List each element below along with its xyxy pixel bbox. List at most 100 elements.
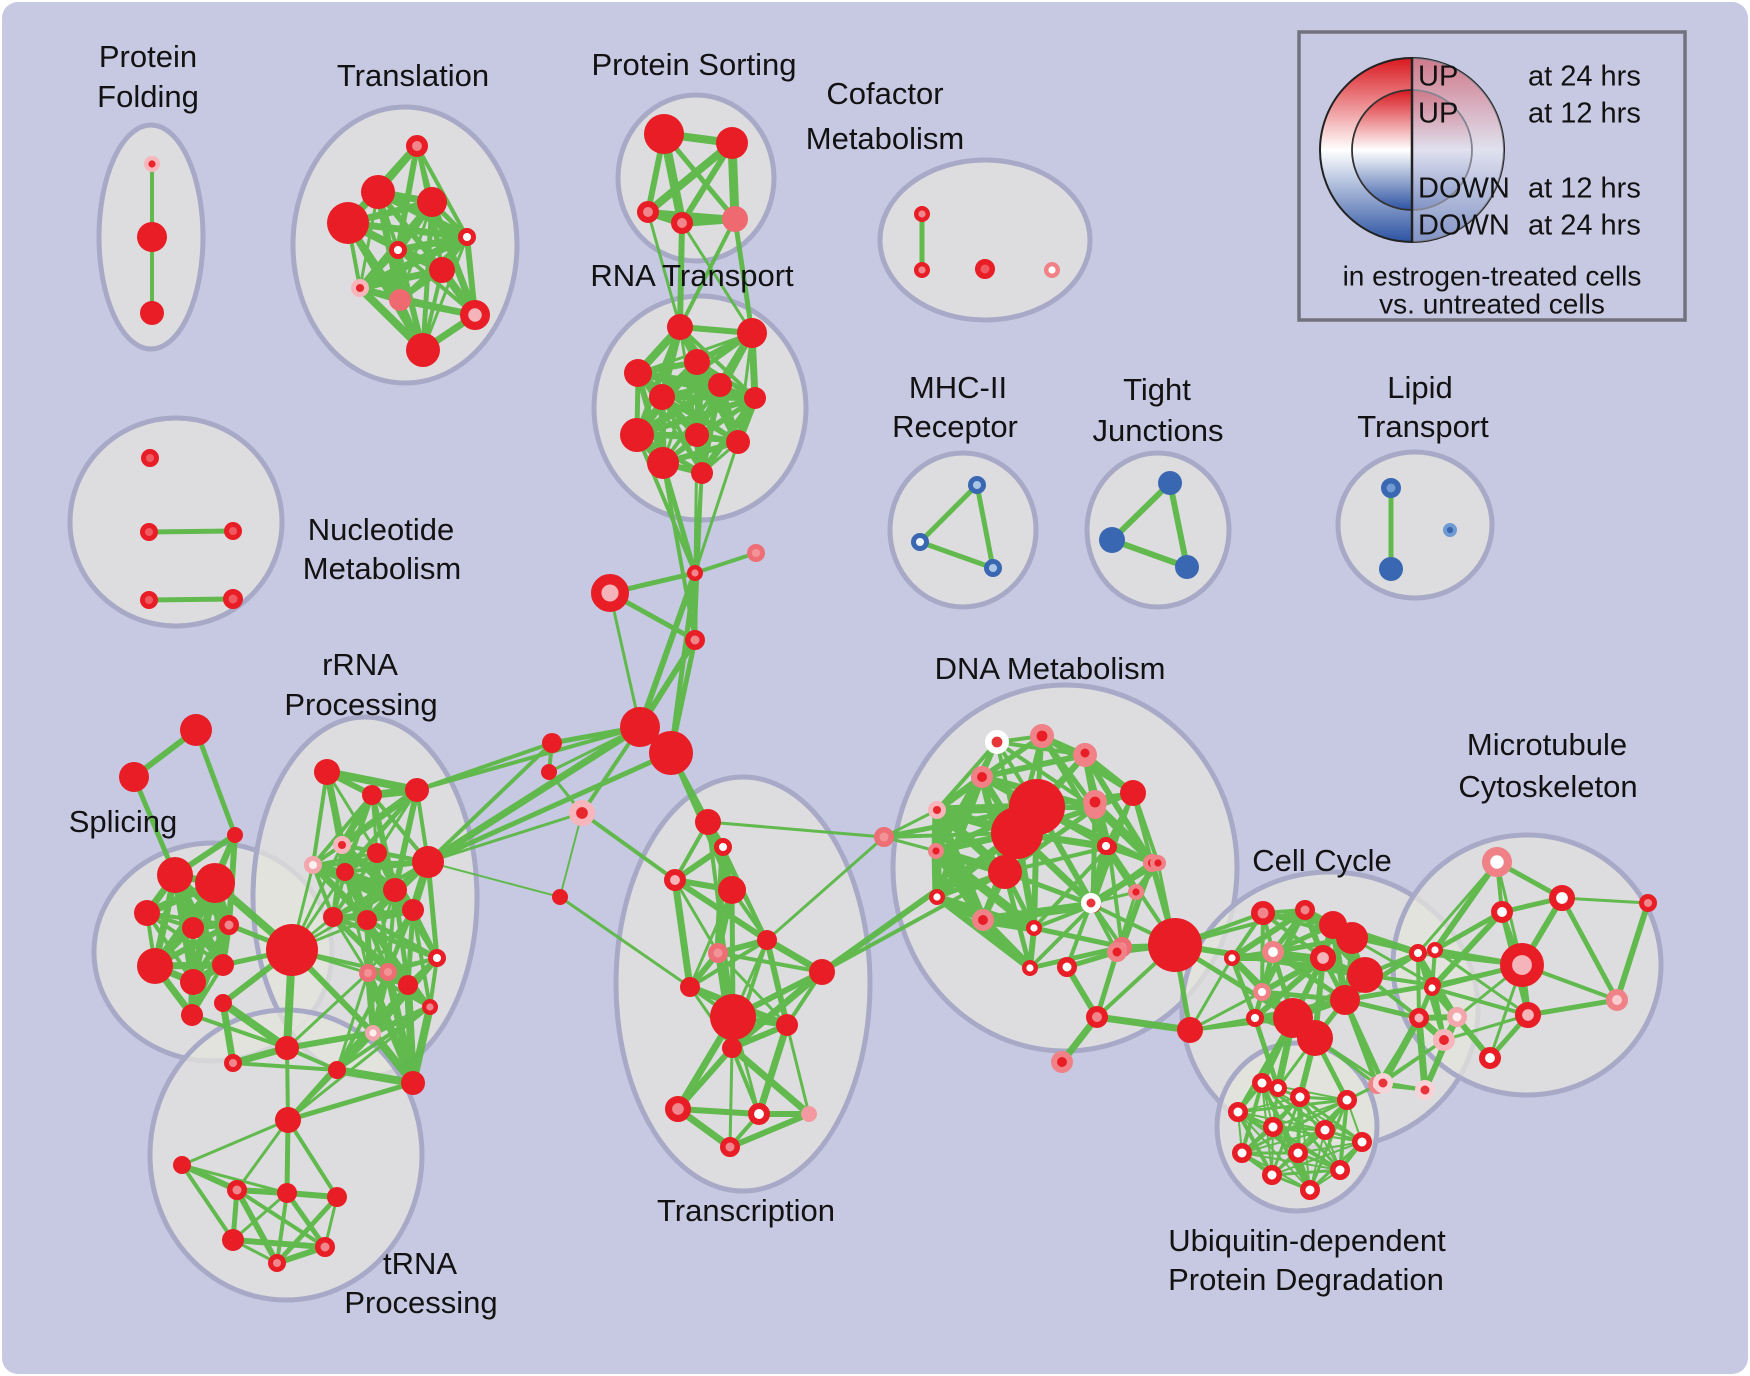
node-q9 bbox=[402, 899, 424, 921]
cluster-label-protein-folding-0: Protein bbox=[99, 39, 197, 74]
edge-ubiquitin-degradation bbox=[1241, 1129, 1326, 1154]
node-d11 bbox=[988, 855, 1022, 889]
edge-rrna-processing bbox=[338, 786, 421, 849]
node-q16 bbox=[275, 1036, 299, 1060]
node-cc9 bbox=[1086, 1006, 1109, 1029]
edge-rna-transport bbox=[634, 395, 758, 438]
node-u8 bbox=[1288, 1143, 1308, 1163]
node-r2 bbox=[684, 349, 710, 375]
node-q17 bbox=[224, 1053, 243, 1072]
edge-microtubule-cytoskeleton bbox=[1560, 896, 1650, 905]
cluster-label-translation-0: Translation bbox=[337, 58, 489, 93]
node-k3 bbox=[685, 630, 705, 650]
node-q3 bbox=[333, 835, 352, 854]
node-q18 bbox=[328, 1061, 346, 1079]
edge-connector bbox=[706, 820, 886, 839]
cluster-label-rna-transport-0: RNA Transport bbox=[590, 258, 794, 293]
edge-rrna-processing bbox=[284, 1030, 376, 1051]
edge-trna-processing bbox=[235, 1118, 290, 1192]
node-t6 bbox=[429, 257, 455, 283]
cluster-label-splicing-0: Splicing bbox=[69, 804, 178, 839]
edge-connector bbox=[1416, 860, 1499, 955]
edge-trna-processing bbox=[286, 1118, 339, 1199]
node-cc11 bbox=[1251, 900, 1276, 925]
node-q4 bbox=[304, 855, 323, 874]
edge-trna-processing bbox=[180, 1163, 289, 1195]
legend-footer-0: in estrogen-treated cells bbox=[1343, 260, 1642, 291]
edge-microtubule-cytoskeleton bbox=[1614, 900, 1651, 1003]
node-q19 bbox=[359, 963, 378, 982]
node-s1 bbox=[716, 127, 748, 159]
node-k1 bbox=[687, 565, 704, 582]
node-layer bbox=[119, 114, 1657, 1272]
node-x11 bbox=[695, 809, 721, 835]
node-p8 bbox=[137, 948, 173, 984]
node-r7 bbox=[620, 418, 654, 452]
edge-trna-processing bbox=[230, 1237, 328, 1250]
node-d19 bbox=[1021, 960, 1038, 977]
edge-cell-cycle bbox=[1092, 799, 1161, 866]
node-n2 bbox=[224, 521, 243, 540]
edge-rrna-processing bbox=[231, 1061, 339, 1072]
edge-connector bbox=[677, 220, 685, 330]
node-p7 bbox=[219, 915, 239, 935]
node-mh2 bbox=[983, 558, 1002, 577]
node-s2 bbox=[637, 200, 660, 223]
edge-rna-transport bbox=[678, 325, 757, 400]
node-t2 bbox=[417, 187, 447, 217]
edge-connector bbox=[425, 750, 674, 865]
node-k5 bbox=[552, 889, 568, 905]
edge-cell-cycle bbox=[1188, 956, 1234, 1032]
edge-dna-metabolism bbox=[933, 773, 986, 901]
cluster-label-lipid-transport-0: Lipid bbox=[1387, 370, 1453, 405]
edge-microtubule-cytoskeleton bbox=[1429, 909, 1505, 991]
node-c2 bbox=[975, 259, 995, 279]
node-t8 bbox=[389, 289, 411, 311]
node-r4 bbox=[708, 373, 732, 397]
node-p3 bbox=[157, 857, 193, 893]
node-q23 bbox=[401, 1071, 425, 1095]
node-x9 bbox=[801, 1106, 817, 1122]
edge-cell-cycle bbox=[1229, 907, 1308, 961]
node-p5 bbox=[134, 900, 160, 926]
edge-connector bbox=[637, 570, 698, 730]
edge-transcription bbox=[764, 937, 790, 1028]
node-q15 bbox=[214, 994, 232, 1012]
edge-rrna-processing bbox=[311, 793, 374, 867]
edge-transcription bbox=[728, 968, 826, 1052]
edge-connector bbox=[974, 482, 996, 571]
node-h0 bbox=[620, 707, 660, 747]
legend-footer-1: vs. untreated cells bbox=[1379, 288, 1605, 319]
node-t9 bbox=[460, 300, 490, 330]
edge-cell-cycle bbox=[1093, 1013, 1194, 1034]
edge-transcription bbox=[785, 1023, 811, 1116]
edge-connector bbox=[558, 895, 692, 989]
node-q20 bbox=[398, 975, 418, 995]
edge-trna-processing bbox=[274, 1194, 340, 1266]
edge-ubiquitin-degradation bbox=[1297, 1141, 1363, 1154]
node-cc2 bbox=[1083, 789, 1108, 814]
edge-cell-cycle bbox=[1381, 1038, 1446, 1085]
node-p11 bbox=[181, 1004, 203, 1026]
node-cc22 bbox=[1245, 1008, 1264, 1027]
node-m0 bbox=[1482, 847, 1512, 877]
cluster-label-mhc-ii-receptor-0: MHC-II bbox=[909, 370, 1007, 405]
edge-connector bbox=[193, 727, 238, 838]
edge-transcription bbox=[675, 1106, 762, 1117]
edge-connector bbox=[732, 216, 755, 336]
node-u4 bbox=[1263, 1117, 1283, 1137]
edge-connector bbox=[180, 1118, 290, 1167]
node-q6 bbox=[336, 863, 354, 881]
node-d14 bbox=[972, 909, 995, 932]
edge-rrna-processing bbox=[335, 971, 370, 1072]
node-p10 bbox=[212, 954, 234, 976]
edge-ubiquitin-degradation bbox=[1271, 1141, 1363, 1176]
node-e0 bbox=[542, 733, 562, 753]
edge-rrna-processing bbox=[411, 908, 432, 1009]
edge-protein-sorting bbox=[644, 139, 736, 216]
edge-dna-metabolism bbox=[978, 915, 1035, 973]
cluster-label-trna-processing-1: Processing bbox=[344, 1285, 497, 1320]
node-m3 bbox=[1426, 942, 1443, 959]
node-q12 bbox=[266, 924, 318, 976]
node-x14 bbox=[718, 876, 746, 904]
